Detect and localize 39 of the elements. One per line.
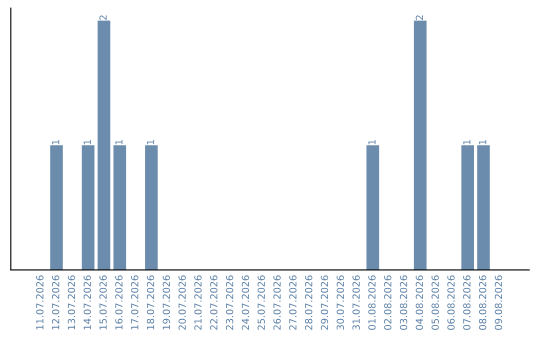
x-tick-label: 18.07.2026 <box>146 275 154 330</box>
x-tick-label: 22.07.2026 <box>210 275 218 330</box>
data-label: 1 <box>463 140 470 144</box>
x-tick-label: 17.07.2026 <box>131 275 138 330</box>
data-label: 2 <box>99 15 107 20</box>
x-tick-label: 29.07.2026 <box>320 275 328 330</box>
x-tick-label: 23.07.2026 <box>226 275 234 330</box>
x-tick-label: 16.07.2026 <box>115 275 123 330</box>
x-tick-label: 01.08.2026 <box>368 275 376 330</box>
x-tick-label: 19.07.2026 <box>162 275 170 330</box>
x-tick-label: 12.07.2026 <box>52 275 60 330</box>
x-tick-label: 20.07.2026 <box>178 275 186 330</box>
data-label: 2 <box>416 15 423 20</box>
x-tick-label: 27.07.2026 <box>289 275 297 330</box>
data-label: 1 <box>84 140 91 144</box>
x-tick-label: 15.07.2026 <box>99 275 107 330</box>
x-tick-label: 06.08.2026 <box>447 275 455 330</box>
data-label: 1 <box>52 140 60 144</box>
x-tick-label: 25.07.2026 <box>258 275 265 330</box>
data-label: 1 <box>146 140 154 144</box>
x-tick-label: 04.08.2026 <box>416 275 424 330</box>
x-tick-label: 30.07.2026 <box>336 275 344 330</box>
x-tick-label: 08.08.2026 <box>478 275 486 330</box>
x-tick-label: 05.08.2026 <box>432 275 439 330</box>
x-tick-label: 03.08.2026 <box>400 275 408 330</box>
x-tick-label: 14.07.2026 <box>84 275 91 330</box>
x-tick-label: 31.07.2026 <box>352 275 360 330</box>
x-tick-label: 24.07.2026 <box>242 275 250 330</box>
data-label: 1 <box>479 140 486 144</box>
data-label: 1 <box>368 140 376 144</box>
data-label: 1 <box>115 140 122 144</box>
x-tick-label: 11.07.2026 <box>36 275 44 330</box>
x-tick-label: 02.08.2026 <box>384 275 392 330</box>
x-tick-label: 07.08.2026 <box>463 275 470 330</box>
x-tick-label: 26.07.2026 <box>273 275 281 330</box>
x-tick-label: 13.07.2026 <box>68 275 76 330</box>
x-tick-label: 21.07.2026 <box>194 275 202 330</box>
x-tick-label: 09.08.2026 <box>494 275 502 330</box>
x-tick-label: 28.07.2026 <box>305 275 312 330</box>
